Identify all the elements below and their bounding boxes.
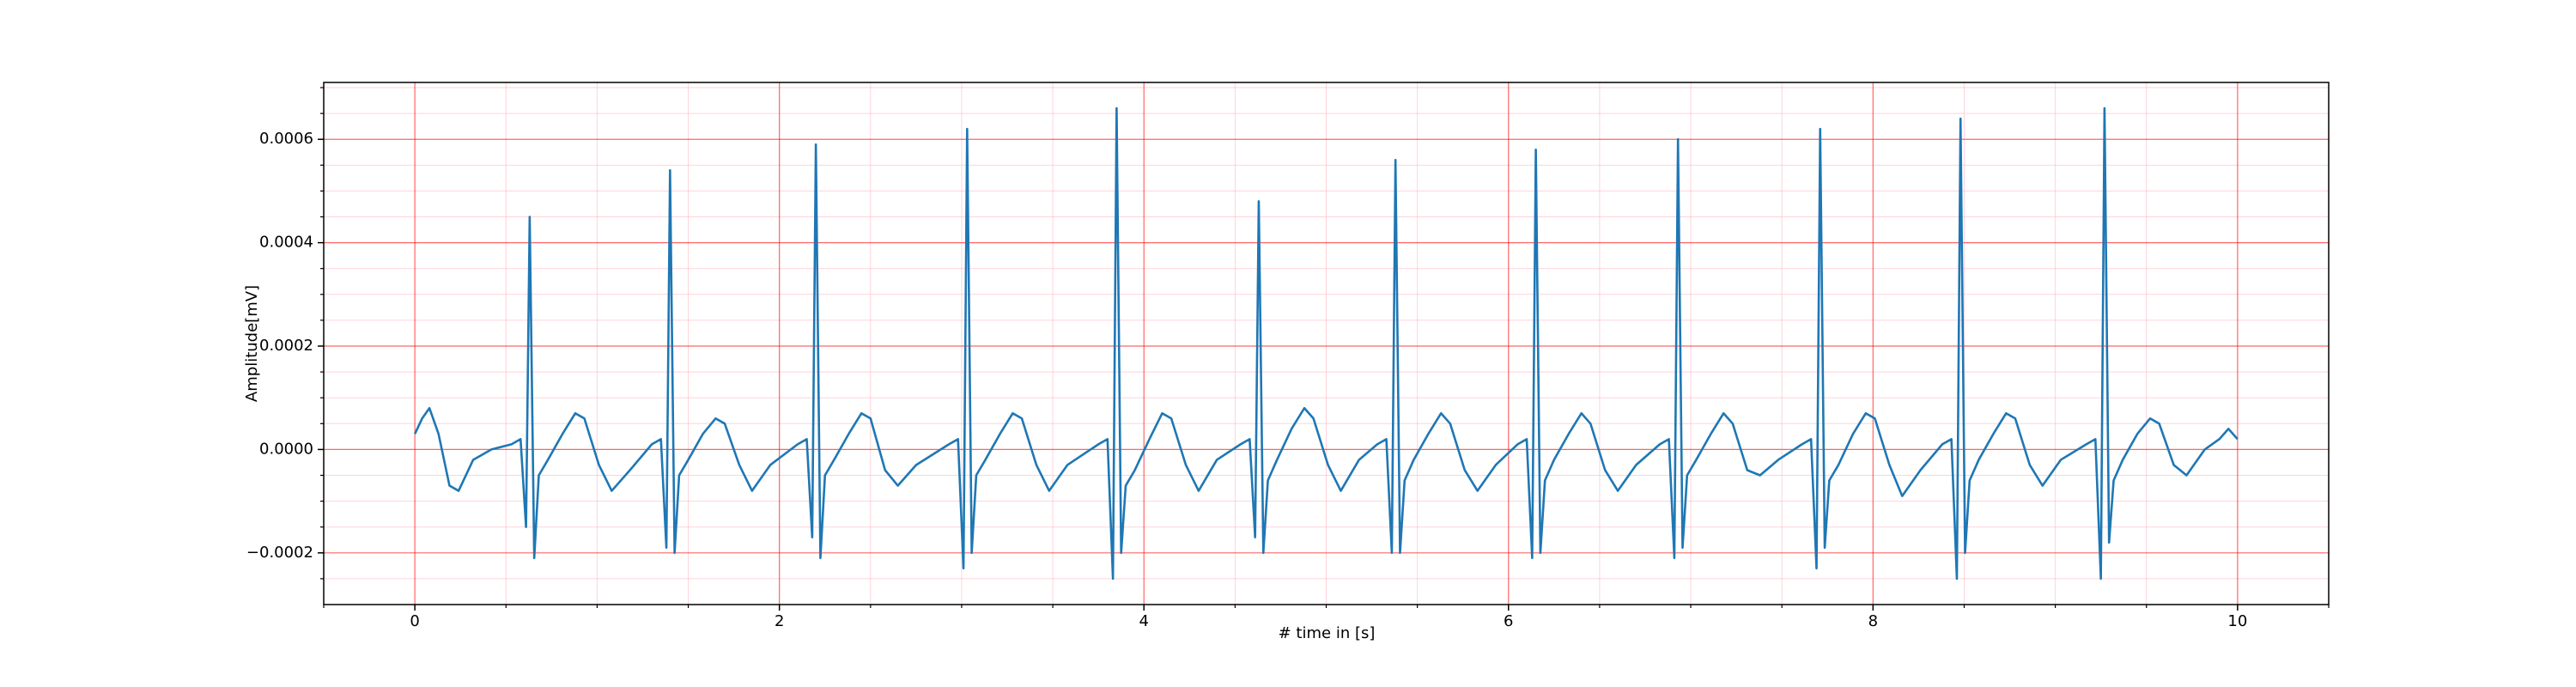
x-axis-label: # time in [s] [1279, 624, 1376, 642]
y-tick-label: −0.0002 [246, 544, 313, 562]
y-tick-label: 0.0004 [259, 234, 313, 252]
plot-frame [323, 82, 2330, 605]
y-axis-label: Amplitude[mV] [243, 285, 261, 402]
y-tick-label: 0.0000 [259, 440, 313, 458]
x-tick-label: 6 [1504, 612, 1513, 630]
y-tick-label: 0.0006 [259, 130, 313, 148]
y-tick-label: 0.0002 [259, 337, 313, 355]
x-tick-label: 0 [410, 612, 419, 630]
ecg-line [413, 106, 2239, 581]
x-tick-label: 4 [1139, 612, 1149, 630]
x-tick-label: 8 [1868, 612, 1878, 630]
x-tick-label: 10 [2227, 612, 2247, 630]
x-tick-label: 2 [775, 612, 784, 630]
